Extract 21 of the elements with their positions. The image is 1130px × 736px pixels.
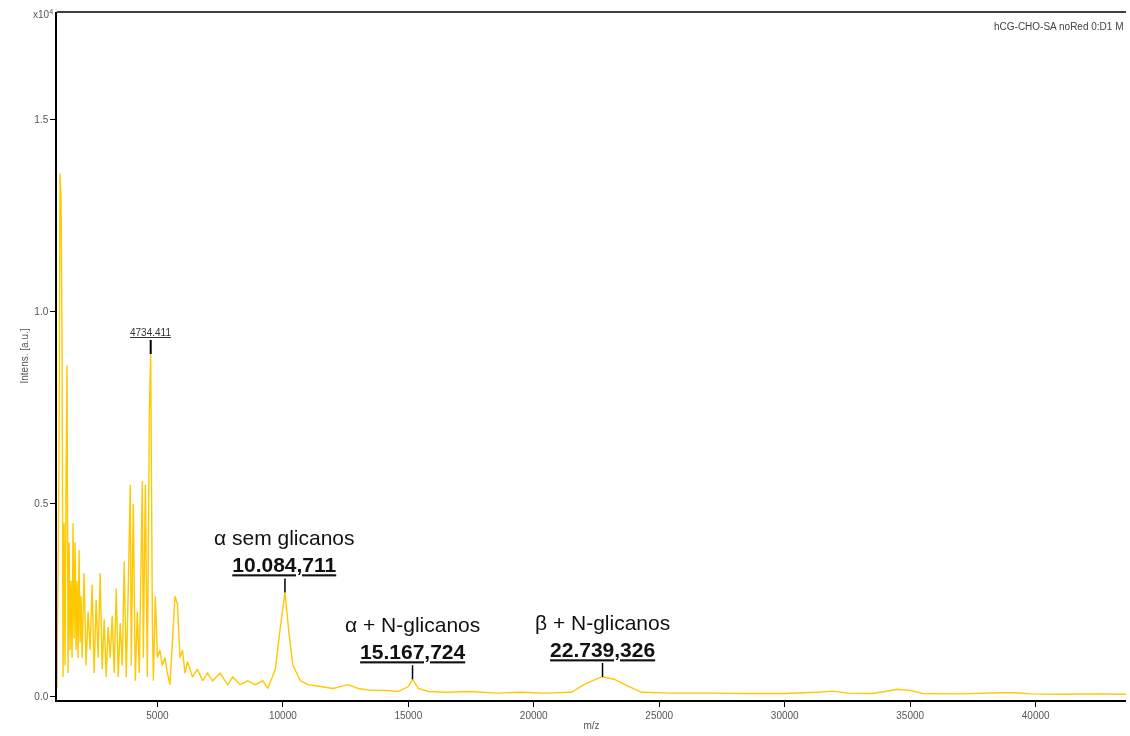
x-tick-label: 40000 bbox=[1021, 709, 1050, 721]
x-tick-label: 10000 bbox=[268, 709, 298, 721]
annotation: 4734.411 bbox=[130, 327, 172, 338]
x-tick-label: 30000 bbox=[770, 709, 800, 721]
x-axis-title: m/z bbox=[583, 719, 600, 731]
x-tick-label: 35000 bbox=[896, 709, 925, 721]
annotation: α sem glicanos 10.084,711 bbox=[214, 526, 355, 577]
x-tick-label: 20000 bbox=[519, 709, 549, 721]
y-tick-label: 0.5 bbox=[34, 498, 49, 510]
y-tick-label: 1.5 bbox=[34, 114, 49, 126]
text: x10$^{4}$ bbox=[33, 8, 54, 21]
annotation: β + N-glicanos 22.739,326 bbox=[535, 611, 671, 662]
x-tick-label: 5000 bbox=[146, 709, 169, 721]
y-axis-title: Intens. [a.u.] bbox=[18, 328, 30, 384]
annotation: hCG-CHO-SA noRed 0:D1 M bbox=[994, 21, 1124, 32]
y-tick-label: 0.0 bbox=[34, 690, 49, 702]
x-tick-label: 25000 bbox=[645, 709, 674, 721]
y-tick-label: 1.0 bbox=[34, 306, 49, 318]
annotation: α + N-glicanos 15.167,724 bbox=[345, 613, 481, 664]
line-series bbox=[57, 172, 1126, 695]
x-tick-label: 15000 bbox=[394, 709, 423, 721]
